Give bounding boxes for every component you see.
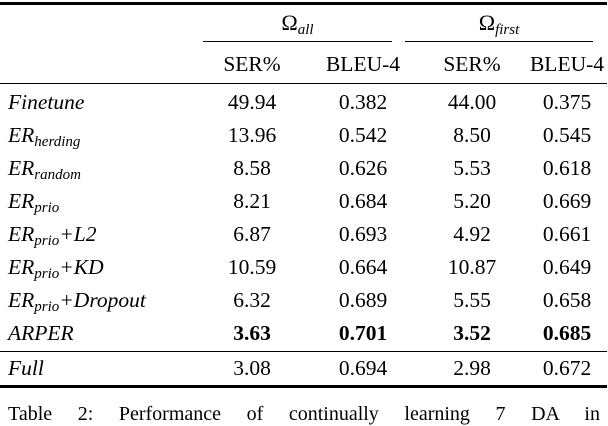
value-ser-first: 5.53 <box>453 156 491 180</box>
column-header-ser-first: SER% <box>443 51 501 76</box>
value-bleu-first: 0.672 <box>542 355 592 380</box>
value-ser-first: 10.87 <box>447 255 497 279</box>
value-ser-first: 5.20 <box>453 189 491 213</box>
method-base-text: ER <box>8 288 35 312</box>
method-subscript-text: prio <box>34 233 60 249</box>
table-row: ARPER 3.63 0.701 3.52 0.685 <box>0 317 608 350</box>
method-label: ERherding <box>0 123 196 150</box>
method-subscript-text: prio <box>34 266 60 282</box>
table-row: ERprio+KD 10.59 0.664 10.87 0.649 <box>0 251 608 284</box>
method-base-text: Full <box>8 355 44 380</box>
value-ser-all: 10.59 <box>227 255 277 279</box>
table-row: ERprio+Dropout 6.32 0.689 5.55 0.658 <box>0 284 608 317</box>
method-base-text: ARPER <box>8 321 74 345</box>
value-ser-first: 44.00 <box>447 90 497 114</box>
value-bleu-all: 0.542 <box>338 123 388 147</box>
value-bleu-all: 0.684 <box>338 189 388 213</box>
value-bleu-all: 0.626 <box>338 156 388 180</box>
value-ser-all: 3.08 <box>233 355 271 380</box>
method-label: ERprio+L2 <box>0 222 196 249</box>
value-ser-all: 8.21 <box>233 189 271 213</box>
value-ser-first: 8.50 <box>453 123 491 147</box>
method-base-text: ER <box>8 222 35 246</box>
method-label: ARPER <box>0 321 196 346</box>
value-bleu-all: 0.694 <box>338 355 388 380</box>
table-footer: Full 3.08 0.694 2.98 0.672 <box>0 352 608 384</box>
table-row: Finetune 49.94 0.382 44.00 0.375 <box>0 86 608 119</box>
value-ser-all: 13.96 <box>227 123 277 147</box>
table-row: ERprio+L2 6.87 0.693 4.92 0.661 <box>0 218 608 251</box>
omega-symbol: Ω <box>281 10 298 35</box>
value-ser-all: 8.58 <box>233 156 271 180</box>
column-group-omega-first: Ωfirst <box>405 6 593 40</box>
method-suffix-text: +KD <box>59 255 104 279</box>
table-row: Full 3.08 0.694 2.98 0.672 <box>0 352 608 384</box>
method-label: Finetune <box>0 90 196 115</box>
cmidrule-omega-first <box>405 40 593 42</box>
table-top-rule <box>0 2 607 5</box>
value-ser-all: 3.63 <box>233 321 271 345</box>
table-row: ERrandom 8.58 0.626 5.53 0.618 <box>0 152 608 185</box>
method-suffix-text: +L2 <box>59 222 97 246</box>
method-label: ERprio+KD <box>0 255 196 282</box>
method-base-text: ER <box>8 123 35 147</box>
value-ser-first: 2.98 <box>453 355 491 380</box>
column-header-row: SER% BLEU-4 SER% BLEU-4 <box>0 47 608 81</box>
value-bleu-first: 0.658 <box>542 288 592 312</box>
cmidrule-omega-all <box>203 40 392 42</box>
method-label: ERprio+Dropout <box>0 288 196 315</box>
method-base-text: ER <box>8 189 35 213</box>
method-subscript-text: prio <box>34 299 60 315</box>
value-ser-all: 6.87 <box>233 222 271 246</box>
table-caption: Table 2: Performance of continually lear… <box>8 403 600 425</box>
method-subscript-text: random <box>34 167 81 183</box>
method-subscript-text: prio <box>34 200 60 216</box>
value-bleu-first: 0.661 <box>542 222 592 246</box>
header-separator-rule <box>0 82 607 84</box>
value-ser-first: 3.52 <box>453 321 491 345</box>
value-bleu-first: 0.375 <box>542 90 592 114</box>
value-bleu-first: 0.649 <box>542 255 592 279</box>
value-bleu-all: 0.382 <box>338 90 388 114</box>
value-bleu-first: 0.545 <box>542 123 592 147</box>
table-bottom-rule <box>0 385 607 388</box>
method-label: ERprio <box>0 189 196 216</box>
omega-subscript: all <box>297 22 314 38</box>
value-bleu-all: 0.701 <box>338 321 388 345</box>
method-suffix-text: +Dropout <box>59 288 146 312</box>
value-ser-all: 49.94 <box>227 90 277 114</box>
method-label: ERrandom <box>0 156 196 183</box>
value-ser-first: 5.55 <box>453 288 491 312</box>
table-row: ERherding 13.96 0.542 8.50 0.545 <box>0 119 608 152</box>
value-bleu-first: 0.618 <box>542 156 592 180</box>
table-body: Finetune 49.94 0.382 44.00 0.375 ERherdi… <box>0 86 608 350</box>
omega-symbol: Ω <box>478 10 496 35</box>
footer-separator-rule <box>0 350 607 352</box>
method-base-text: ER <box>8 255 35 279</box>
method-label: Full <box>0 356 196 381</box>
method-base-text: Finetune <box>8 90 85 114</box>
value-ser-all: 6.32 <box>233 288 271 312</box>
value-bleu-first: 0.669 <box>542 189 592 213</box>
column-header-bleu-first: BLEU-4 <box>529 51 605 76</box>
column-group-header-row: Ωall Ωfirst <box>0 6 608 40</box>
value-ser-first: 4.92 <box>453 222 491 246</box>
value-bleu-first: 0.685 <box>542 321 592 345</box>
column-group-omega-all: Ωall <box>203 6 392 40</box>
column-header-bleu-all: BLEU-4 <box>325 51 401 76</box>
method-subscript-text: herding <box>34 134 81 150</box>
value-bleu-all: 0.693 <box>338 222 388 246</box>
method-base-text: ER <box>8 156 35 180</box>
value-bleu-all: 0.689 <box>338 288 388 312</box>
column-header-ser-all: SER% <box>223 51 281 76</box>
value-bleu-all: 0.664 <box>338 255 388 279</box>
table-row: ERprio 8.21 0.684 5.20 0.669 <box>0 185 608 218</box>
omega-subscript: first <box>495 22 520 38</box>
